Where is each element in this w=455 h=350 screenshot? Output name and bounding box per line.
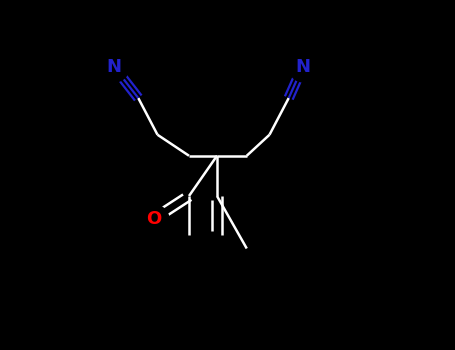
Text: N: N <box>295 57 310 76</box>
Text: N: N <box>106 57 121 76</box>
Text: O: O <box>147 210 162 228</box>
